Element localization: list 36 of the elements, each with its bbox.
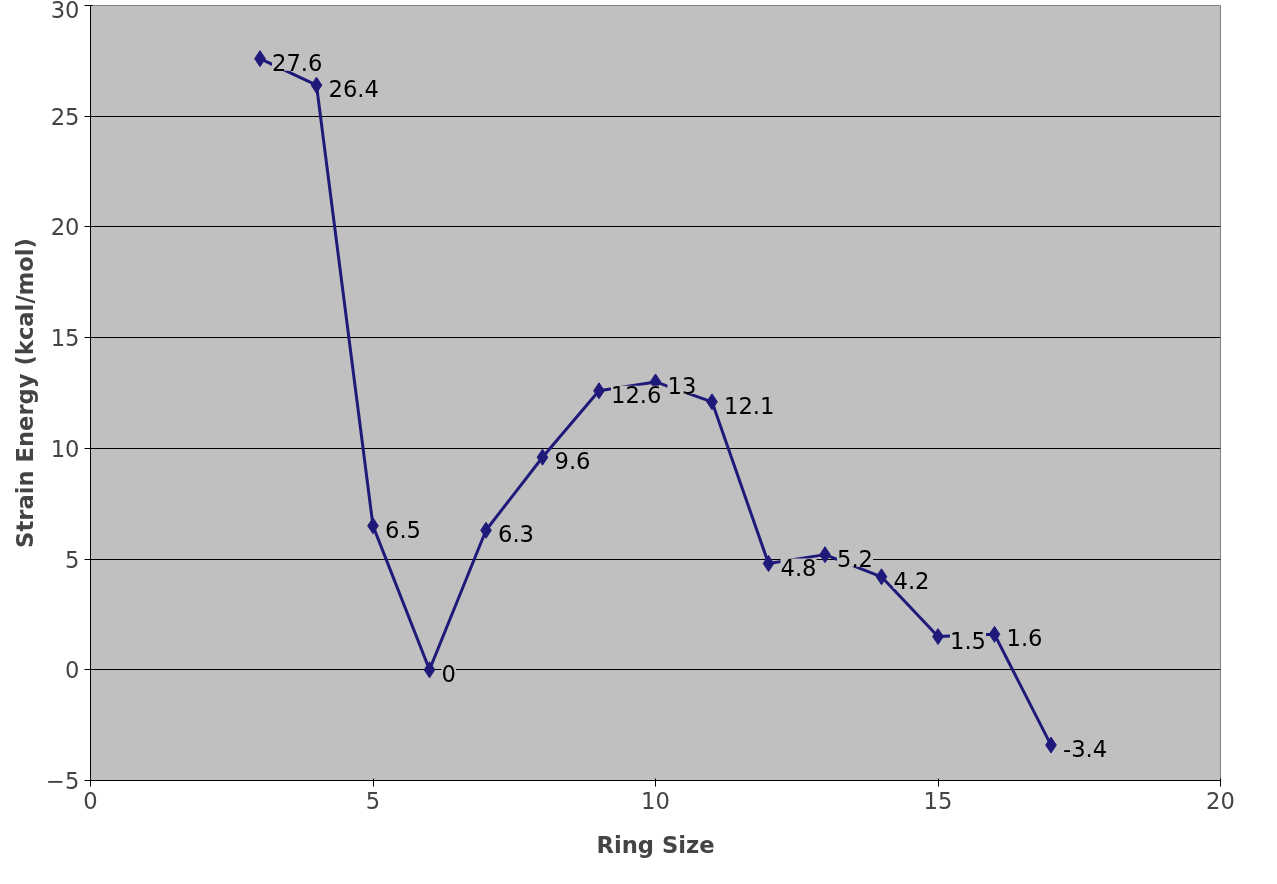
point	[875, 568, 888, 586]
data-label: 12.1	[724, 392, 775, 419]
y-tick-label: 5	[65, 546, 80, 573]
data-label: 0	[441, 660, 456, 687]
y-tick-label: 10	[50, 435, 80, 462]
x-tick-label: 20	[1206, 787, 1235, 814]
point	[762, 555, 775, 572]
data-label: 6.3	[498, 521, 535, 548]
data-label: 1.5	[950, 627, 987, 654]
x-tick-label: 5	[365, 787, 381, 814]
y-tick-label: 0	[65, 657, 80, 684]
data-label: 4.2	[893, 567, 930, 594]
point	[310, 76, 323, 94]
point	[536, 448, 549, 466]
y-axis-title: Strain Energy (kcal/mol)	[12, 238, 39, 548]
x-axis-title: Ring Size	[596, 831, 715, 858]
point	[988, 625, 1001, 643]
data-label: 5.2	[837, 545, 874, 572]
data-label: 12.6	[611, 381, 662, 408]
y-tick-label: 25	[50, 103, 80, 130]
data-label: 13	[667, 372, 697, 399]
y-tick-label: −5	[46, 768, 80, 794]
x-tick-label: 10	[641, 787, 670, 814]
data-label: 26.4	[328, 76, 379, 103]
data-label: 1.6	[1006, 625, 1043, 652]
data-label: 4.8	[780, 554, 817, 581]
point	[423, 661, 436, 679]
data-label: 6.5	[385, 516, 422, 543]
data-label: -3.4	[1063, 736, 1108, 763]
y-tick-label: 15	[50, 325, 80, 352]
y-tick-label: 20	[50, 214, 80, 241]
x-tick-label: 15	[923, 787, 953, 814]
data-label: 9.6	[554, 448, 591, 475]
x-tick-label: 0	[83, 787, 98, 814]
y-tick-label: 30	[50, 0, 80, 23]
data-label: 27.6	[272, 49, 323, 76]
